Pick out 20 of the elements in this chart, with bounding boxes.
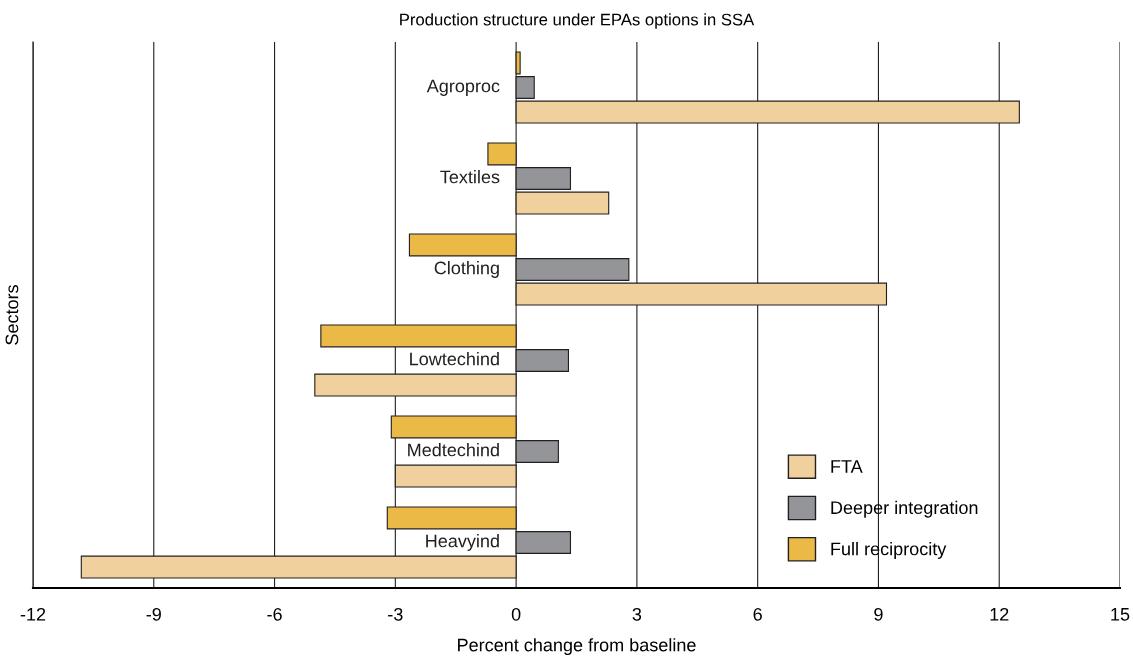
legend-label: FTA	[831, 460, 863, 473]
x-tick-label: 9	[874, 607, 883, 621]
y-axis-title: Sectors	[5, 285, 19, 345]
x-tick-label: 3	[632, 607, 642, 621]
x-tick-label: 15	[1111, 608, 1130, 621]
y-tick-label: Clothing	[434, 261, 499, 278]
x-axis-title: Percent change from baseline	[458, 638, 696, 655]
y-tick-label: Agroproc	[426, 79, 500, 96]
x-tick-label: -9	[146, 607, 161, 621]
x-tick-label: -6	[267, 607, 282, 621]
chart-title: Production structure under EPAs options in SSA	[400, 13, 755, 29]
x-tick-label: 12	[990, 607, 1009, 621]
y-tick-label: Lowtechind	[410, 352, 499, 366]
x-tick-label: -12	[20, 607, 46, 621]
x-tick-label: -3	[388, 607, 403, 621]
y-tick-label: Textiles	[440, 170, 500, 184]
y-tick-label: Medtechind	[408, 443, 499, 457]
y-tick-label: Heavyind	[426, 534, 499, 551]
x-tick-label: 6	[753, 607, 762, 621]
x-tick-label: 0	[511, 607, 521, 621]
